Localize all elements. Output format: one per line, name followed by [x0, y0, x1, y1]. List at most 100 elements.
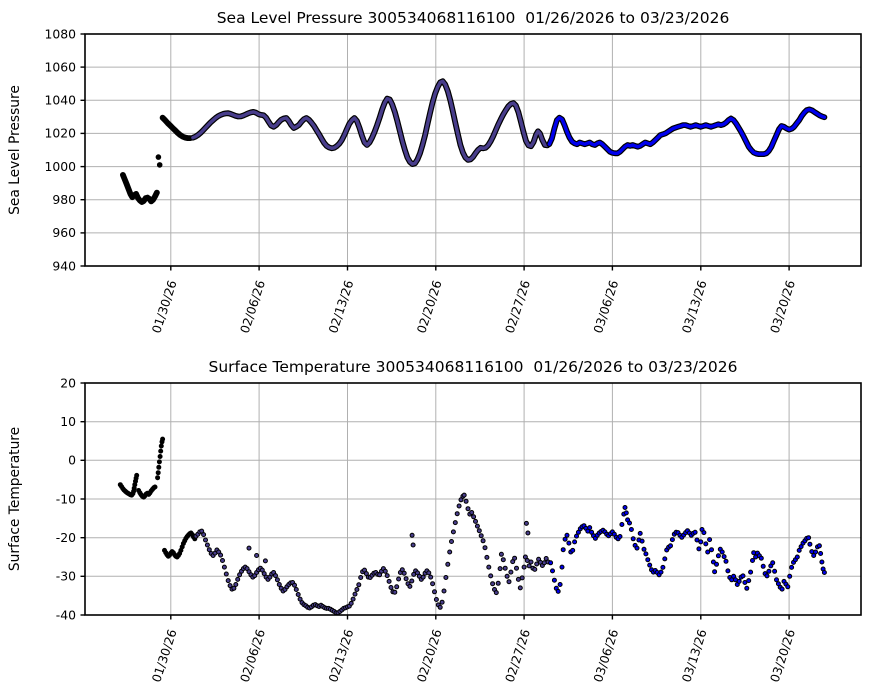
- surface-temperature-point-march: [630, 536, 636, 542]
- surface-temperature-point-march: [647, 562, 653, 568]
- surface-temperature-point-march: [742, 580, 748, 585]
- surface-temperature-point-february: [480, 538, 486, 544]
- surface-temperature-point-march: [821, 570, 827, 575]
- surface-temperature-point-march: [813, 549, 819, 555]
- surface-temperature-point-february: [452, 520, 458, 526]
- surface-temperature-point-march: [587, 525, 593, 531]
- surface-temperature-point-february: [441, 588, 447, 594]
- surface-temperature-point-march: [764, 573, 770, 579]
- surface-temperature-point-february: [350, 596, 356, 602]
- surface-temperature-point-january: [156, 459, 162, 465]
- surface-temperature-point-february: [433, 597, 439, 602]
- surface-temperature-point-march: [796, 547, 802, 553]
- surface-temperature-point-march: [619, 522, 625, 527]
- surface-temperature-point-february: [450, 529, 456, 535]
- surface-temperature-point-february: [348, 600, 354, 606]
- surface-temperature-point-february: [223, 571, 229, 577]
- surface-temperature-point-january: [155, 470, 161, 476]
- surface-temperature-point-march: [789, 564, 795, 570]
- surface-temperature-point-february: [273, 573, 278, 579]
- sea-level-pressure-ytick-label: 1060: [44, 59, 76, 74]
- surface-temperature-point-february: [354, 587, 360, 592]
- surface-temperature-point-march: [709, 547, 714, 553]
- surface-temperature-point-march: [703, 541, 709, 547]
- surface-temperature-point-february: [498, 551, 504, 557]
- surface-temperature-point-february: [201, 532, 207, 538]
- sea-level-pressure-series-january-late: [160, 115, 193, 140]
- surface-temperature-point-february: [469, 510, 475, 515]
- surface-temperature-point-february: [439, 599, 445, 605]
- surface-temperature-point-march: [692, 529, 698, 535]
- surface-temperature-point-february: [409, 578, 415, 584]
- surface-temperature-point-february: [292, 582, 297, 588]
- surface-temperature-point-february: [461, 492, 467, 498]
- surface-temperature-point-february: [218, 552, 224, 558]
- surface-temperature-chart: -40 -30 -20 -10 0 10 20 01/30/26 02/06/26 02/13/2…: [7, 358, 862, 684]
- surface-temperature-point-march: [719, 549, 725, 555]
- surface-temperature-xtick-label: 03/06/26: [591, 628, 621, 684]
- surface-temperature-point-march: [766, 568, 772, 574]
- surface-temperature-ylabel: Surface Temperature: [7, 427, 23, 571]
- surface-temperature-point-february: [356, 582, 362, 588]
- sea-level-pressure-spines: [84, 33, 862, 267]
- surface-temperature-point-march: [551, 577, 557, 583]
- sea-level-pressure-xtick-label: 02/27/26: [503, 279, 533, 335]
- surface-temperature-point-february: [392, 589, 398, 595]
- surface-temperature-point-march: [555, 588, 561, 594]
- sea-level-pressure-xtick-label: 03/20/26: [768, 279, 798, 335]
- surface-temperature-point-february: [206, 547, 212, 553]
- surface-temperature-point-march: [645, 557, 651, 563]
- surface-temperature-point-february: [204, 542, 210, 548]
- sea-level-pressure-point-january-gap-dots: [155, 154, 162, 160]
- surface-temperature-point-march: [707, 537, 713, 543]
- sea-level-pressure-series-february-edge: [189, 78, 551, 168]
- surface-temperature-point-march: [634, 545, 640, 551]
- surface-temperature-point-february: [526, 563, 532, 569]
- surface-temperature-point-february: [512, 555, 518, 561]
- sea-level-pressure-ytick-label: 1020: [44, 126, 76, 141]
- surface-temperature-point-january: [160, 436, 166, 442]
- surface-temperature-point-february: [445, 561, 451, 567]
- surface-temperature-point-march: [560, 547, 566, 553]
- surface-temperature-point-march: [641, 546, 647, 552]
- surface-temperature-point-january: [134, 472, 140, 478]
- surface-temperature-xtick-label: 03/20/26: [768, 628, 798, 684]
- surface-temperature-point-february: [447, 549, 453, 555]
- sea-level-pressure-ytick-label: 1040: [44, 93, 76, 108]
- surface-temperature-point-february: [382, 568, 388, 574]
- surface-temperature-point-march: [723, 558, 729, 564]
- surface-temperature-point-february: [482, 545, 488, 551]
- surface-temperature-point-february: [523, 520, 529, 526]
- surface-temperature-point-february: [463, 498, 469, 504]
- surface-temperature-ytick-label: -10: [56, 491, 76, 506]
- surface-temperature-point-march: [668, 543, 673, 549]
- surface-temperature-point-february: [490, 581, 496, 587]
- surface-temperature-point-january: [158, 448, 164, 454]
- surface-temperature-point-february: [388, 585, 394, 590]
- sea-level-pressure-plot-area: 940 960 980 1000 1020 1040 1060 1080 01/30/26 02/…: [44, 26, 862, 335]
- surface-temperature-point-february: [473, 518, 478, 524]
- surface-temperature-point-february: [474, 523, 480, 529]
- surface-temperature-point-january: [158, 443, 164, 449]
- surface-temperature-point-february: [386, 578, 392, 584]
- surface-temperature-point-march: [628, 527, 634, 532]
- surface-temperature-point-march: [785, 584, 791, 590]
- surface-temperature-point-march: [758, 555, 764, 561]
- surface-temperature-ytick-label: -30: [56, 569, 76, 584]
- sea-level-pressure-series-january-early: [121, 173, 159, 204]
- surface-temperature-point-march: [818, 551, 824, 556]
- sea-level-pressure-series-march: [547, 107, 827, 156]
- surface-temperature-xtick-label: 02/20/26: [414, 628, 444, 684]
- sea-level-pressure-title: Sea Level Pressure 300534068116100 01/26…: [217, 9, 730, 27]
- sea-level-pressure-ytick-label: 1000: [44, 159, 76, 174]
- surface-temperature-plot-area: -40 -30 -20 -10 0 10 20 01/30/26 02/06/26 02/13/2…: [56, 375, 862, 684]
- surface-temperature-point-february: [519, 575, 525, 581]
- surface-temperature-point-february: [407, 583, 413, 589]
- sea-level-pressure-ytick-label: 1080: [44, 26, 76, 41]
- surface-temperature-point-march: [748, 569, 754, 575]
- surface-temperature-point-march: [725, 568, 731, 574]
- surface-temperature-point-march: [715, 553, 721, 559]
- surface-temperature-point-march: [744, 585, 750, 591]
- surface-temperature-point-february: [500, 557, 506, 563]
